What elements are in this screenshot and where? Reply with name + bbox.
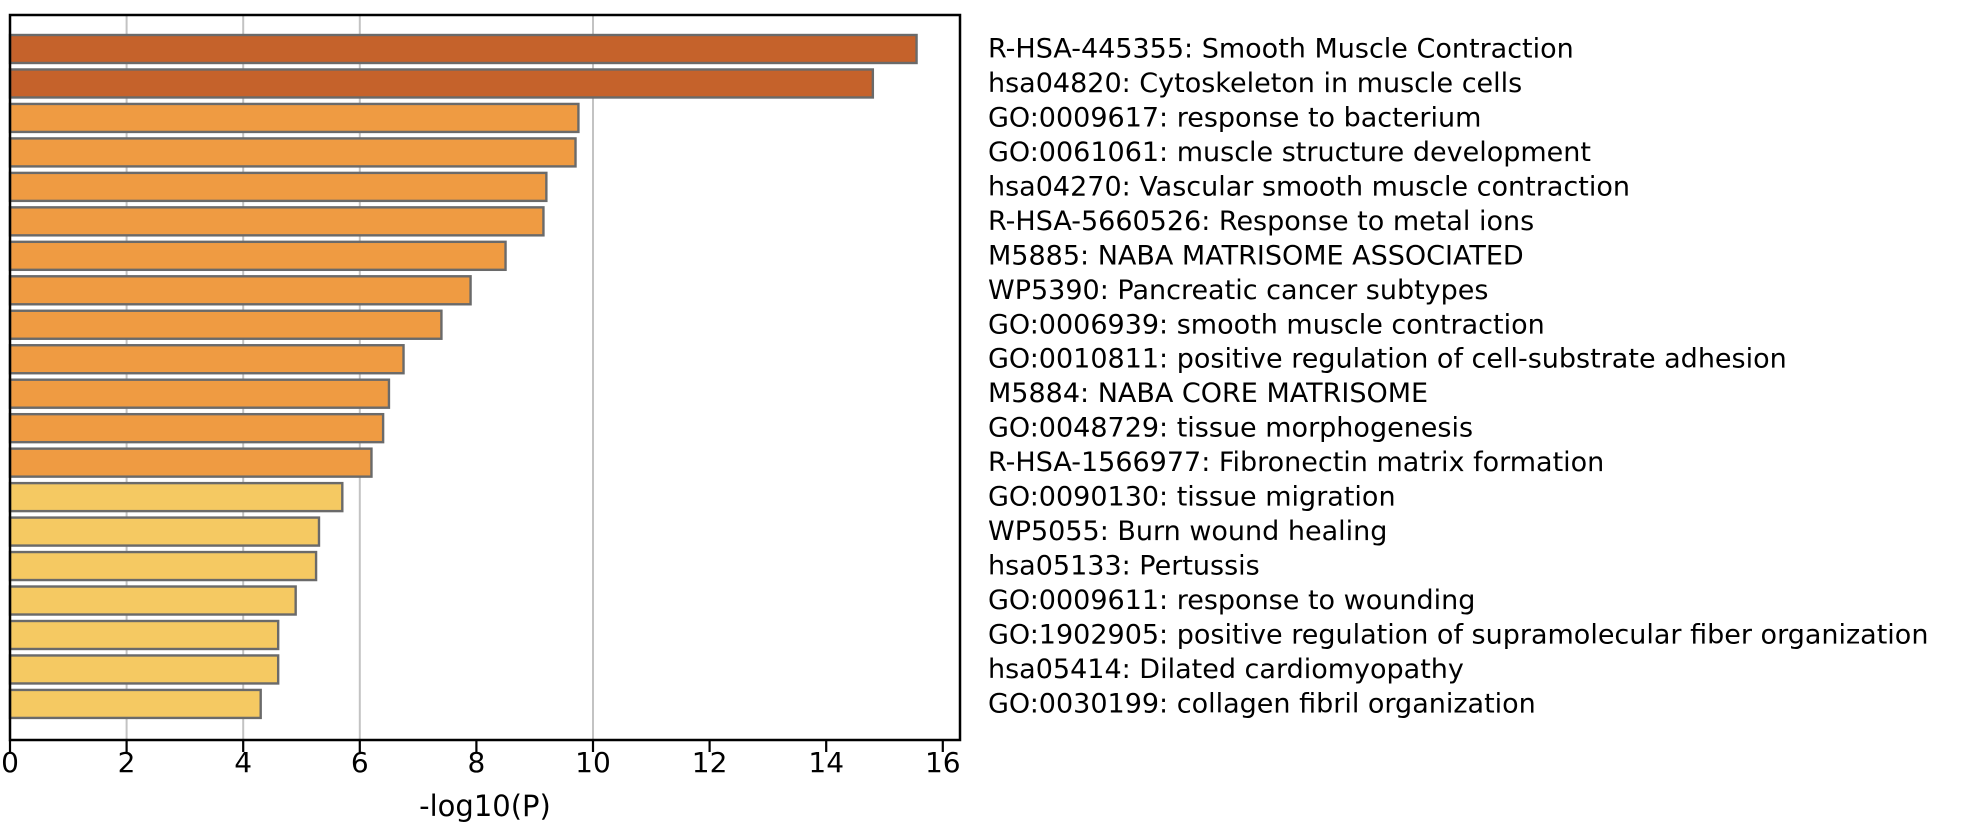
- x-tick-label: 2: [118, 746, 136, 779]
- category-label: GO:0061061: muscle structure development: [988, 137, 1591, 168]
- category-label: R-HSA-445355: Smooth Muscle Contraction: [988, 34, 1574, 65]
- category-label: R-HSA-5660526: Response to metal ions: [988, 206, 1534, 237]
- plot-frame: [8, 13, 962, 742]
- bar: [8, 619, 280, 651]
- bar: [8, 240, 507, 272]
- category-label: GO:0010811: positive regulation of cell-…: [988, 344, 1787, 375]
- category-label: GO:0009611: response to wounding: [988, 585, 1475, 616]
- bar: [8, 654, 280, 685]
- bar: [8, 447, 373, 478]
- x-tick-label: 6: [351, 746, 369, 779]
- category-label: M5884: NABA CORE MATRISOME: [988, 378, 1428, 409]
- bar: [8, 344, 405, 375]
- bar: [8, 275, 472, 306]
- category-label: GO:0048729: tissue morphogenesis: [988, 413, 1473, 444]
- bar: [8, 585, 297, 616]
- x-tick-label: 14: [808, 746, 844, 779]
- bar: [8, 309, 443, 340]
- x-tick-label: 0: [1, 746, 19, 779]
- category-label: GO:0030199: collagen fibril organization: [988, 688, 1536, 719]
- bar: [8, 33, 918, 65]
- category-label: R-HSA-1566977: Fibronectin matrix format…: [988, 447, 1604, 478]
- category-label: GO:1902905: positive regulation of supra…: [988, 619, 1928, 650]
- bar: [8, 688, 262, 720]
- bar: [8, 481, 344, 513]
- bar: [8, 137, 577, 168]
- category-label: GO:0009617: response to bacterium: [988, 102, 1481, 133]
- x-axis-label: -log10(P): [419, 789, 551, 823]
- bar: [8, 412, 385, 444]
- category-label: WP5055: Burn wound healing: [988, 516, 1387, 547]
- x-tick-label: 16: [925, 746, 961, 779]
- bar: [8, 68, 875, 99]
- x-tick-label: 4: [234, 746, 252, 779]
- category-label: GO:0006939: smooth muscle contraction: [988, 309, 1545, 340]
- x-tick-label: 12: [692, 746, 728, 779]
- bar: [8, 102, 580, 134]
- plot-area: [10, 15, 960, 740]
- category-label: hsa04270: Vascular smooth muscle contrac…: [988, 171, 1630, 202]
- bar: [8, 550, 318, 582]
- bar: [8, 378, 391, 409]
- category-label: M5885: NABA MATRISOME ASSOCIATED: [988, 240, 1524, 271]
- bar: [8, 171, 548, 203]
- x-tick-label: 10: [575, 746, 611, 779]
- bar: [8, 516, 321, 547]
- category-label: hsa04820: Cytoskeleton in muscle cells: [988, 68, 1522, 99]
- category-label: hsa05414: Dilated cardiomyopathy: [988, 654, 1464, 685]
- category-label: hsa05133: Pertussis: [988, 551, 1260, 582]
- bar: [8, 206, 545, 237]
- category-label: GO:0090130: tissue migration: [988, 482, 1396, 513]
- x-tick-label: 8: [467, 746, 485, 779]
- category-label: WP5390: Pancreatic cancer subtypes: [988, 275, 1488, 306]
